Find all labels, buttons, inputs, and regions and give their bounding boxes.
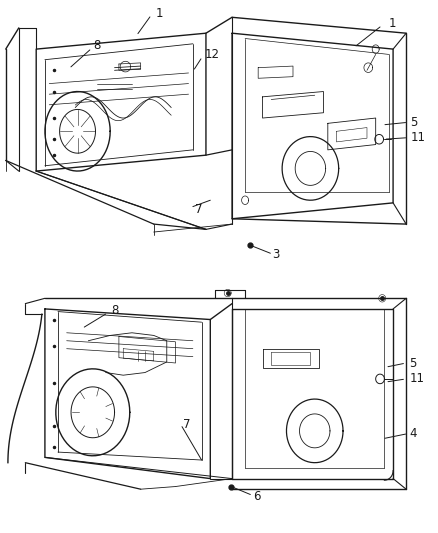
- Text: 11: 11: [409, 373, 424, 385]
- Text: 8: 8: [111, 304, 118, 317]
- Text: 5: 5: [409, 357, 417, 369]
- Text: 8: 8: [94, 39, 101, 52]
- Text: 5: 5: [410, 116, 418, 129]
- Text: 11: 11: [410, 131, 425, 144]
- Text: 1: 1: [389, 17, 396, 30]
- Text: 3: 3: [272, 248, 280, 261]
- Text: 6: 6: [253, 490, 261, 503]
- Text: 4: 4: [409, 427, 417, 440]
- Text: 1: 1: [156, 7, 163, 20]
- Text: 7: 7: [195, 203, 202, 216]
- Text: 7: 7: [184, 418, 191, 431]
- Text: 12: 12: [205, 48, 219, 61]
